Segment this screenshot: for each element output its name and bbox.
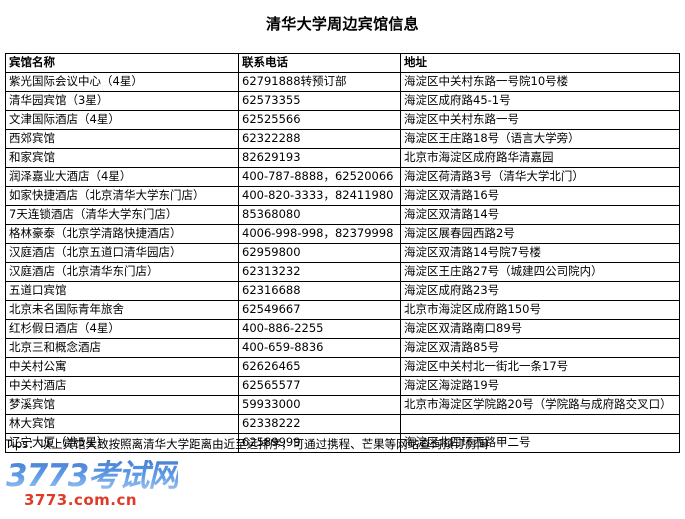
- cell-hotel-name: 林大宾馆: [5, 414, 239, 434]
- cell-phone: 400-787-8888，62520066: [238, 167, 401, 187]
- cell-hotel-name: 红杉假日酒店（4星）: [5, 319, 239, 339]
- cell-address: 海淀区成府路45-1号: [400, 91, 680, 111]
- table-row: 7天连锁酒店（清华大学东门店） 85368080 海淀区双清路14号: [5, 205, 680, 225]
- cell-phone: 400-659-8836: [238, 338, 401, 358]
- cell-hotel-name: 7天连锁酒店（清华大学东门店）: [5, 205, 239, 225]
- cell-hotel-name: 汉庭酒店（北京清华东门店）: [5, 262, 239, 282]
- table-row: 辽宁大厦（准5星） 62589999 海淀区北四环西路甲二号: [5, 433, 680, 453]
- cell-address: 北京市海淀区成府路150号: [400, 300, 680, 320]
- cell-phone: 4006-998-998，82379998: [238, 224, 401, 244]
- cell-address: 海淀区双清路南口89号: [400, 319, 680, 339]
- cell-phone: 62338222: [238, 414, 401, 434]
- site-logo-text: 3773考试网: [6, 458, 179, 494]
- cell-hotel-name: 西郊宾馆: [5, 129, 239, 149]
- cell-phone: 62791888转预订部: [238, 72, 401, 92]
- cell-hotel-name: 中关村公寓: [5, 357, 239, 377]
- table-row: 梦溪宾馆 59933000 北京市海淀区学院路20号（学院路与成府路交叉口）: [5, 395, 680, 415]
- cell-address: 海淀区中关村东路一号: [400, 110, 680, 130]
- column-header-address: 地址: [400, 53, 680, 73]
- cell-phone: 62316688: [238, 281, 401, 301]
- cell-address: 海淀区海淀路19号: [400, 376, 680, 396]
- cell-hotel-name: 梦溪宾馆: [5, 395, 239, 415]
- cell-hotel-name: 紫光国际会议中心（4星）: [5, 72, 239, 92]
- cell-phone: 62525566: [238, 110, 401, 130]
- cell-address: 海淀区双清路85号: [400, 338, 680, 358]
- cell-address: 海淀区中关村北一街北一条17号: [400, 357, 680, 377]
- cell-phone: 62565577: [238, 376, 401, 396]
- column-header-hotel-name: 宾馆名称: [5, 53, 239, 73]
- cell-hotel-name: 北京未名国际青年旅舍: [5, 300, 239, 320]
- table-row: 红杉假日酒店（4星） 400-886-2255 海淀区双清路南口89号: [5, 319, 680, 339]
- table-header-row: 宾馆名称 联系电话 地址: [5, 53, 680, 73]
- table-row: 如家快捷酒店（北京清华大学东门店） 400-820-3333，82411980 海淀…: [5, 186, 680, 206]
- table-row: 汉庭酒店（北京五道口清华园店） 62959800 海淀区双清路14号院7号楼: [5, 243, 680, 263]
- table-row: 和家宾馆 82629193 北京市海淀区成府路华清嘉园: [5, 148, 680, 168]
- cell-hotel-name: 格林豪泰（北京学清路快捷酒店）: [5, 224, 239, 244]
- cell-phone: 62313232: [238, 262, 401, 282]
- cell-phone: 59933000: [238, 395, 401, 415]
- cell-hotel-name: 五道口宾馆: [5, 281, 239, 301]
- table-row: 北京未名国际青年旅舍 62549667 北京市海淀区成府路150号: [5, 300, 680, 320]
- cell-address: 海淀区中关村东路一号院10号楼: [400, 72, 680, 92]
- table-header: 宾馆名称 联系电话 地址: [5, 53, 680, 73]
- cell-hotel-name: 汉庭酒店（北京五道口清华园店）: [5, 243, 239, 263]
- table-row: 清华园宾馆（3星） 62573355 海淀区成府路45-1号: [5, 91, 680, 111]
- page-title: 清华大学周边宾馆信息: [265, 15, 419, 33]
- cell-address: 海淀区荷清路3号（清华大学北门）: [400, 167, 680, 187]
- cell-address: 北京市海淀区学院路20号（学院路与成府路交叉口）: [400, 395, 680, 415]
- cell-address: [400, 414, 680, 434]
- cell-phone: 62959800: [238, 243, 401, 263]
- cell-address: 海淀区北四环西路甲二号: [400, 433, 680, 453]
- hotel-table-container: 宾馆名称 联系电话 地址 紫光国际会议中心（4星） 62791888转预订部 海淀区…: [5, 53, 680, 453]
- table-row: 北京三和概念酒店 400-659-8836 海淀区双清路85号: [5, 338, 680, 358]
- cell-address: 海淀区成府路23号: [400, 281, 680, 301]
- table-row: 文津国际酒店（4星） 62525566 海淀区中关村东路一号: [5, 110, 680, 130]
- table-row: 中关村酒店 62565577 海淀区海淀路19号: [5, 376, 680, 396]
- table-row: 林大宾馆 62338222: [5, 414, 680, 434]
- cell-hotel-name: 清华园宾馆（3星）: [5, 91, 239, 111]
- cell-address: 海淀区王庄路27号（城建四公司院内）: [400, 262, 680, 282]
- cell-address: 海淀区双清路14号院7号楼: [400, 243, 680, 263]
- table-row: 五道口宾馆 62316688 海淀区成府路23号: [5, 281, 680, 301]
- cell-address: 北京市海淀区成府路华清嘉园: [400, 148, 680, 168]
- cell-address: 海淀区双清路14号: [400, 205, 680, 225]
- cell-phone: 82629193: [238, 148, 401, 168]
- cell-phone: 62549667: [238, 300, 401, 320]
- table-row: 润泽嘉业大酒店（4星） 400-787-8888，62520066 海淀区荷清路3号…: [5, 167, 680, 187]
- cell-hotel-name: 润泽嘉业大酒店（4星）: [5, 167, 239, 187]
- table-row: 中关村公寓 62626465 海淀区中关村北一街北一条17号: [5, 357, 680, 377]
- cell-hotel-name: 文津国际酒店（4星）: [5, 110, 239, 130]
- site-watermark: 3773考试网 3773.com.cn: [6, 460, 206, 512]
- site-logo-url: 3773.com.cn: [24, 491, 138, 509]
- table-row: 格林豪泰（北京学清路快捷酒店） 4006-998-998，82379998 海淀区展…: [5, 224, 680, 244]
- table-row: 西郊宾馆 62322288 海淀区王庄路18号（语言大学旁）: [5, 129, 680, 149]
- table-row: 汉庭酒店（北京清华东门店） 62313232 海淀区王庄路27号（城建四公司院内）: [5, 262, 680, 282]
- cell-hotel-name: 辽宁大厦（准5星）: [5, 433, 239, 453]
- cell-phone: 400-820-3333，82411980: [238, 186, 401, 206]
- cell-hotel-name: 如家快捷酒店（北京清华大学东门店）: [5, 186, 239, 206]
- hotel-information-table: 宾馆名称 联系电话 地址 紫光国际会议中心（4星） 62791888转预订部 海淀区…: [5, 53, 680, 453]
- cell-address: 海淀区双清路16号: [400, 186, 680, 206]
- cell-address: 海淀区展春园西路2号: [400, 224, 680, 244]
- column-header-phone: 联系电话: [238, 53, 401, 73]
- cell-phone: 62322288: [238, 129, 401, 149]
- table-row: 紫光国际会议中心（4星） 62791888转预订部 海淀区中关村东路一号院10号楼: [5, 72, 680, 92]
- cell-phone: 62573355: [238, 91, 401, 111]
- cell-address: 海淀区王庄路18号（语言大学旁）: [400, 129, 680, 149]
- cell-phone: 400-886-2255: [238, 319, 401, 339]
- cell-hotel-name: 和家宾馆: [5, 148, 239, 168]
- cell-hotel-name: 中关村酒店: [5, 376, 239, 396]
- cell-phone: 85368080: [238, 205, 401, 225]
- tips-note: Tips：以上宾馆大致按照离清华大学距离由近至远排序，可通过携程、芒果等网站查询…: [5, 437, 489, 451]
- table-body: 紫光国际会议中心（4星） 62791888转预订部 海淀区中关村东路一号院10号楼清…: [5, 72, 680, 453]
- cell-phone: 62626465: [238, 357, 401, 377]
- cell-hotel-name: 北京三和概念酒店: [5, 338, 239, 358]
